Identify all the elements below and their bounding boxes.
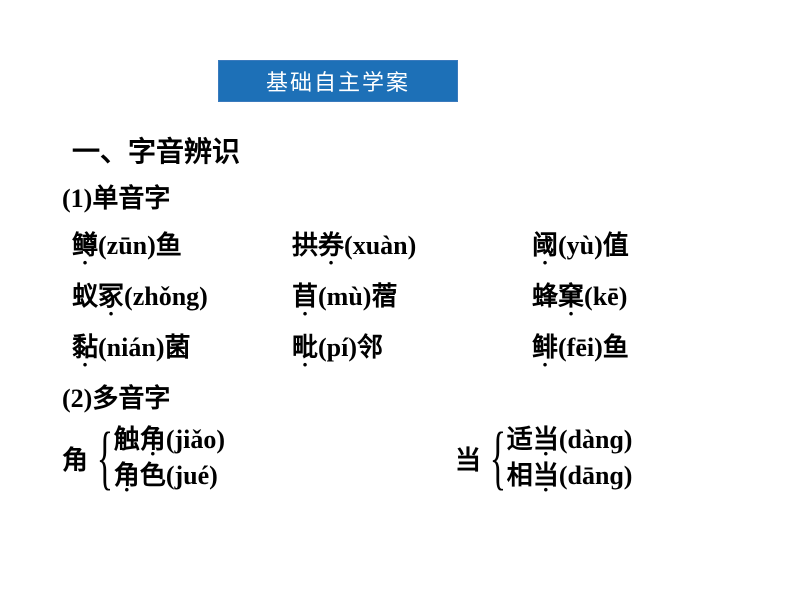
target-char: 冢 <box>98 276 124 313</box>
target-char: 角 <box>114 461 140 491</box>
content-area: 一、字音辨识 (1)单音字 鳟(zūn)鱼拱券(xuàn)阈(yù)值蚁冢(zh… <box>72 130 632 491</box>
target-char: 当 <box>533 461 559 491</box>
left-brace-icon: { <box>490 422 506 493</box>
char-suffix: 菌 <box>164 333 190 362</box>
section-banner: 基础自主学案 <box>218 60 458 102</box>
mono-cell: 黏(nián)菌 <box>72 327 292 364</box>
target-char: 当 <box>533 425 559 455</box>
pinyin: (nián) <box>98 333 164 362</box>
target-char: 黏 <box>72 327 98 364</box>
target-char: 窠 <box>558 276 584 313</box>
pinyin: (jué) <box>166 461 218 490</box>
mono-cell: 蚁冢(zhǒng) <box>72 276 292 313</box>
target-char: 鲱 <box>532 327 558 364</box>
pinyin: (pí) <box>318 333 357 362</box>
mono-cell: 苜(mù)蓿 <box>292 276 532 313</box>
pinyin: (yù) <box>558 231 603 260</box>
char-prefix: 蚁 <box>72 282 98 311</box>
mono-cell: 鲱(fēi)鱼 <box>532 327 629 364</box>
char-prefix: 拱 <box>292 231 318 260</box>
left-brace-icon: { <box>97 422 113 493</box>
target-char: 角 <box>140 425 166 455</box>
char-prefix: 适 <box>507 425 533 454</box>
poly-group: 当{适当(dànɡ)相当(dānɡ) <box>225 425 632 491</box>
char-prefix: 相 <box>507 461 533 490</box>
target-char: 阈 <box>532 225 558 262</box>
poly-title: (2)多音字 <box>62 378 632 415</box>
brace-body: 触角(jiǎo)角色(jué) <box>114 425 225 491</box>
pinyin: (zūn) <box>98 231 156 260</box>
pinyin: (zhǒng) <box>124 282 208 311</box>
target-char: 券 <box>318 225 344 262</box>
pinyin: (kē) <box>584 282 627 311</box>
char-suffix: 蓿 <box>371 282 397 311</box>
mono-cell: 阈(yù)值 <box>532 225 629 262</box>
pinyin: (jiǎo) <box>166 425 225 454</box>
char-prefix: 触 <box>114 425 140 454</box>
char-suffix: 邻 <box>357 333 383 362</box>
char-suffix: 值 <box>603 231 629 260</box>
pinyin: (dànɡ) <box>559 425 633 454</box>
mono-row: 黏(nián)菌毗(pí)邻鲱(fēi)鱼 <box>72 327 632 364</box>
poly-rows: 角{触角(jiǎo)角色(jué)当{适当(dànɡ)相当(dānɡ) <box>62 425 632 491</box>
target-char: 毗 <box>292 327 318 364</box>
brace-body: 适当(dànɡ) 相当(dānɡ) <box>507 425 633 491</box>
mono-cell: 鳟(zūn)鱼 <box>72 225 292 262</box>
pinyin: (mù) <box>318 282 371 311</box>
poly-head-char: 角 <box>62 440 88 477</box>
mono-cell: 毗(pí)邻 <box>292 327 532 364</box>
char-suffix: 鱼 <box>156 231 182 260</box>
mono-rows: 鳟(zūn)鱼拱券(xuàn)阈(yù)值蚁冢(zhǒng)苜(mù)蓿蜂窠(k… <box>72 225 632 364</box>
pinyin: (dānɡ) <box>559 461 633 490</box>
target-char: 鳟 <box>72 225 98 262</box>
pinyin: (xuàn) <box>344 231 416 260</box>
mono-cell: 蜂窠(kē) <box>532 276 627 313</box>
char-suffix: 鱼 <box>603 333 629 362</box>
poly-group: 角{触角(jiǎo)角色(jué) <box>62 425 225 491</box>
poly-head-char: 当 <box>455 440 481 477</box>
mono-cell: 拱券(xuàn) <box>292 225 532 262</box>
banner-text: 基础自主学案 <box>266 65 410 97</box>
mono-title: (1)单音字 <box>62 178 632 215</box>
poly-line: 触角(jiǎo) <box>114 425 225 455</box>
char-prefix: 蜂 <box>532 282 558 311</box>
pinyin: (fēi) <box>558 333 603 362</box>
mono-row: 蚁冢(zhǒng)苜(mù)蓿蜂窠(kē) <box>72 276 632 313</box>
poly-line: 角色(jué) <box>114 461 225 491</box>
poly-line: 适当(dànɡ) <box>507 425 633 455</box>
poly-row: 角{触角(jiǎo)角色(jué)当{适当(dànɡ)相当(dānɡ) <box>62 425 632 491</box>
section-title: 一、字音辨识 <box>72 130 632 170</box>
poly-line: 相当(dānɡ) <box>507 461 633 491</box>
mono-row: 鳟(zūn)鱼拱券(xuàn)阈(yù)值 <box>72 225 632 262</box>
target-char: 苜 <box>292 276 318 313</box>
